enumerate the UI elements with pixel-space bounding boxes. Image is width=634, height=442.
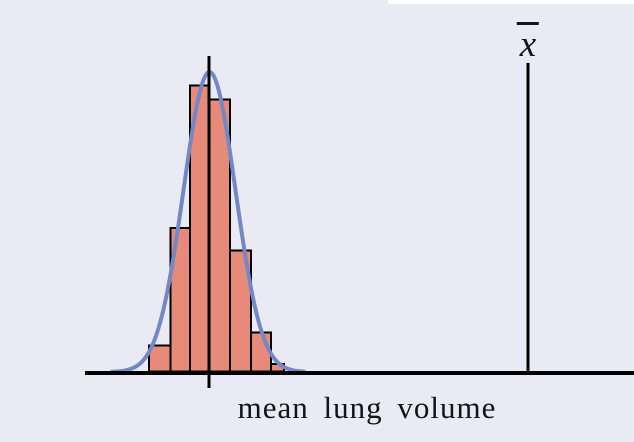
x-axis-label: mean lung volume [237,390,497,425]
xbar-label: x [516,22,540,63]
top-edge-strip [388,0,634,4]
xbar-label-text: x [516,22,540,63]
